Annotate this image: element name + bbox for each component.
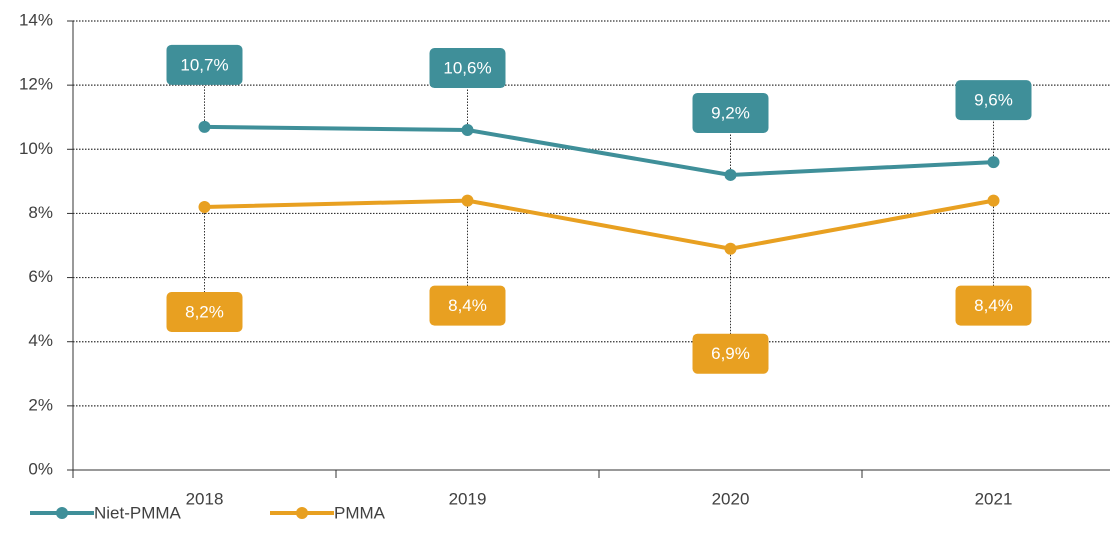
data-label: 9,6% [974, 91, 1013, 110]
y-tick-label: 0% [28, 459, 53, 478]
point [461, 124, 474, 137]
y-tick-label: 8% [28, 203, 53, 222]
y-tick-label: 6% [28, 267, 53, 286]
x-tick-label: 2021 [975, 489, 1013, 508]
series-line [204, 124, 994, 177]
x-tick-label: 2020 [712, 489, 750, 508]
label-box [692, 333, 769, 374]
label-box [692, 92, 769, 133]
data-label: 10,7% [180, 55, 228, 74]
point [461, 194, 474, 207]
point [987, 156, 1000, 169]
x-tick-label: 2019 [449, 489, 487, 508]
point [724, 242, 737, 255]
data-label: 6,9% [711, 344, 750, 363]
y-tick-label: 2% [28, 395, 53, 414]
legend-marker [296, 507, 308, 519]
legend-label: Niet-PMMA [94, 503, 182, 522]
x-tick-label: 2018 [186, 489, 224, 508]
label-box [166, 292, 243, 333]
label-box [955, 80, 1032, 121]
y-tick-label: 4% [28, 331, 53, 350]
label-box [955, 285, 1032, 326]
data-label: 10,6% [443, 59, 491, 78]
legend-label: PMMA [334, 503, 386, 522]
point [987, 194, 1000, 207]
point [724, 168, 737, 181]
data-label: 9,2% [711, 103, 750, 122]
series-line [204, 198, 994, 251]
data-label: 8,4% [974, 296, 1013, 315]
data-label: 8,2% [185, 302, 224, 321]
legend-marker [56, 507, 68, 519]
label-box [429, 48, 506, 89]
data-label: 8,4% [448, 296, 487, 315]
y-tick-label: 10% [19, 139, 53, 158]
point [198, 201, 211, 214]
y-tick-label: 14% [19, 10, 53, 29]
label-box [429, 285, 506, 326]
label-box [166, 44, 243, 85]
point [198, 120, 211, 133]
y-tick-label: 12% [19, 75, 53, 94]
